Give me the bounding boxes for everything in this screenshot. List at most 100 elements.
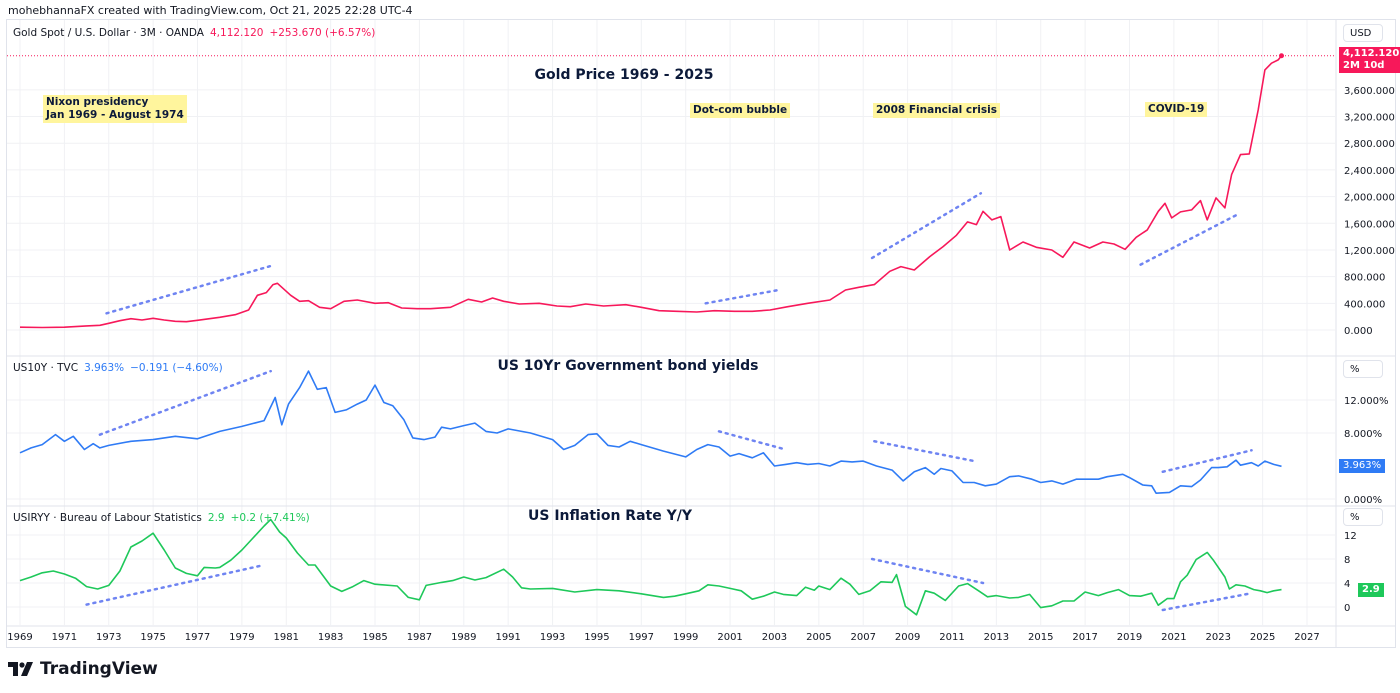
inflation-data-point xyxy=(527,586,533,592)
inflation-data-point xyxy=(913,612,919,618)
inflation-data-point xyxy=(594,587,600,593)
inflation-data-point xyxy=(867,588,873,594)
gold-data-point xyxy=(1198,198,1204,204)
inflation-y-tick-label: 0 xyxy=(1344,603,1350,614)
bond-y-tick-label: 0.000% xyxy=(1344,495,1382,506)
bond-data-point xyxy=(1224,464,1230,470)
bond-data-point xyxy=(1016,473,1022,479)
inflation-unit-button[interactable]: % xyxy=(1343,508,1383,526)
inflation-data-point xyxy=(716,583,722,589)
inflation-data-point xyxy=(201,564,207,570)
tradingview-logo[interactable]: TradingView xyxy=(8,659,158,679)
time-axis-label: 2025 xyxy=(1250,632,1275,643)
gold-data-point xyxy=(1169,215,1175,221)
inflation-data-point xyxy=(50,568,56,574)
chart-frame xyxy=(6,19,1396,648)
bond-data-point xyxy=(705,442,711,448)
bond-data-point xyxy=(17,450,23,456)
inflation-data-point xyxy=(705,582,711,588)
inflation-data-point xyxy=(1226,586,1232,592)
inflation-data-point xyxy=(161,547,167,553)
gold-y-tick-label: 800.000 xyxy=(1344,273,1385,284)
gold-data-point xyxy=(1133,234,1139,240)
bond-data-point xyxy=(1189,484,1195,490)
time-axis-label: 1969 xyxy=(7,632,32,643)
bond-data-point xyxy=(572,442,578,448)
time-axis-label: 2001 xyxy=(717,632,742,643)
bond-trendline xyxy=(717,430,787,451)
inflation-data-point xyxy=(1149,590,1155,596)
time-axis-label: 2009 xyxy=(895,632,920,643)
bond-data-point xyxy=(1198,477,1204,483)
bond-data-point xyxy=(372,382,378,388)
bond-data-point xyxy=(217,428,223,434)
inflation-symbol: USIRYY · Bureau of Labour Statistics xyxy=(13,512,202,524)
bond-data-point xyxy=(1178,483,1184,489)
gold-data-point xyxy=(656,308,662,314)
bond-data-point xyxy=(90,441,96,447)
gold-last-price-tag: 4,112.120 2M 10d xyxy=(1339,47,1400,73)
inflation-data-point xyxy=(1060,598,1066,604)
bond-data-point xyxy=(1209,465,1215,471)
inflation-change: +0.2 (+7.41%) xyxy=(230,512,310,524)
bond-data-point xyxy=(410,435,416,441)
inflation-data-point xyxy=(856,591,862,597)
inflation-data-point xyxy=(1049,603,1055,609)
inflation-data-point xyxy=(84,584,90,590)
gold-data-point xyxy=(385,300,391,306)
bond-data-point xyxy=(279,422,285,428)
gold-unit-button[interactable]: USD xyxy=(1343,24,1383,42)
bond-data-point xyxy=(638,442,644,448)
bond-data-point xyxy=(1007,474,1013,480)
time-axis-label: 2003 xyxy=(762,632,787,643)
bond-data-point xyxy=(1073,476,1079,482)
inflation-data-point xyxy=(128,544,134,550)
bond-y-tick-label: 12.000% xyxy=(1344,396,1389,407)
gold-data-point xyxy=(328,306,334,312)
inflation-data-point xyxy=(683,591,689,597)
bond-data-point xyxy=(128,438,134,444)
bond-pane-title: US 10Yr Government bond yields xyxy=(497,358,759,374)
gold-data-point xyxy=(1020,239,1026,245)
bond-data-point xyxy=(323,385,329,391)
bond-data-point xyxy=(727,453,733,459)
bond-data-point xyxy=(605,442,611,448)
bond-data-point xyxy=(585,432,591,438)
annotation-dotcom[interactable]: Dot-com bubble xyxy=(690,103,791,118)
bond-data-point xyxy=(1255,463,1261,469)
inflation-data-point xyxy=(771,589,777,595)
gold-data-point xyxy=(106,320,112,326)
annotation-2008-crisis[interactable]: 2008 Financial crisis xyxy=(873,103,1000,118)
gold-data-point xyxy=(263,290,269,296)
time-axis-label: 1999 xyxy=(673,632,698,643)
time-axis-label: 1989 xyxy=(451,632,476,643)
bond-trendline xyxy=(1161,449,1253,474)
gold-data-point xyxy=(953,232,959,238)
inflation-data-point xyxy=(461,574,467,580)
gold-data-point xyxy=(183,319,189,325)
inflation-last-value-tag: 2.9 xyxy=(1358,583,1384,597)
inflation-data-point xyxy=(1242,583,1248,589)
annotation-covid[interactable]: COVID-19 xyxy=(1145,102,1208,117)
tradingview-logo-text: TradingView xyxy=(40,659,158,679)
inflation-data-point xyxy=(550,585,556,591)
bond-data-point xyxy=(594,431,600,437)
gold-data-point xyxy=(1111,241,1117,247)
inflation-data-point xyxy=(894,572,900,578)
gold-data-point xyxy=(84,323,90,329)
bond-data-point xyxy=(889,467,895,473)
gold-data-point xyxy=(1162,200,1168,206)
gold-data-point xyxy=(254,292,260,298)
bond-data-point xyxy=(527,430,533,436)
inflation-data-point xyxy=(931,590,937,596)
inflation-data-point xyxy=(139,538,145,544)
bond-data-point xyxy=(1271,461,1277,467)
time-axis-label: 2021 xyxy=(1161,632,1186,643)
bond-data-point xyxy=(305,368,311,374)
gold-data-point xyxy=(927,254,933,260)
bond-unit-button[interactable]: % xyxy=(1343,360,1383,378)
annotation-nixon[interactable]: Nixon presidency Jan 1969 - August 1974 xyxy=(43,95,187,123)
bond-data-point xyxy=(363,397,369,403)
gold-data-point xyxy=(288,292,294,298)
